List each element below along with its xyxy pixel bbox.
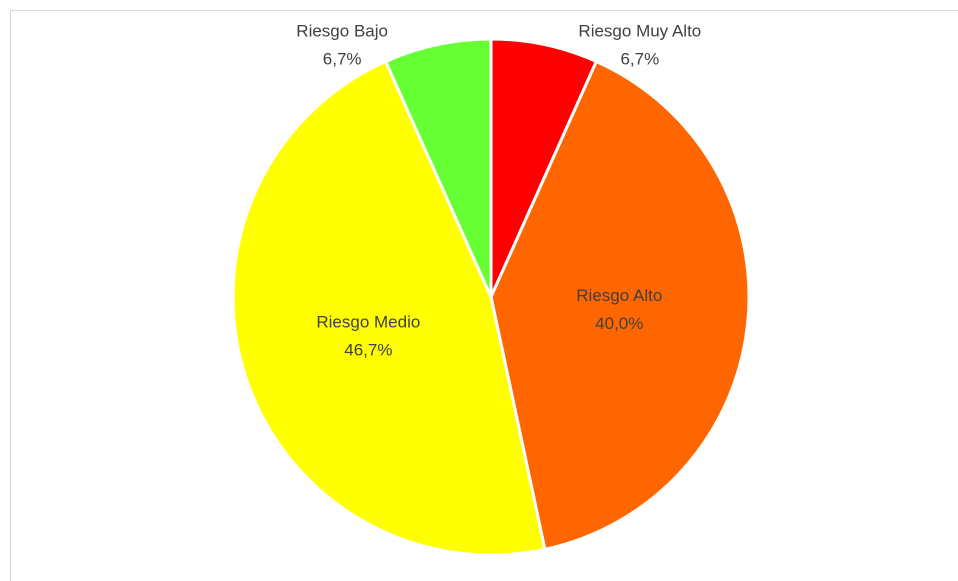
category-label: Riesgo Bajo — [296, 21, 388, 40]
pie-slice — [489, 59, 751, 551]
pie-slice — [489, 37, 598, 299]
pie — [231, 37, 751, 557]
category-label: Riesgo Muy Alto — [578, 21, 701, 40]
value-label: 46,7% — [344, 341, 392, 360]
category-label: Riesgo Medio — [316, 313, 420, 332]
value-label: 6,7% — [620, 49, 659, 68]
data-labels: Riesgo Muy Alto 6,7% Riesgo Alto 40,0% Riesg… — [296, 21, 701, 359]
category-label: Riesgo Alto — [576, 286, 662, 305]
pie-slice — [384, 37, 493, 299]
value-label: 6,7% — [323, 49, 362, 68]
pie-slice — [231, 59, 547, 557]
value-label: 40,0% — [595, 314, 643, 333]
